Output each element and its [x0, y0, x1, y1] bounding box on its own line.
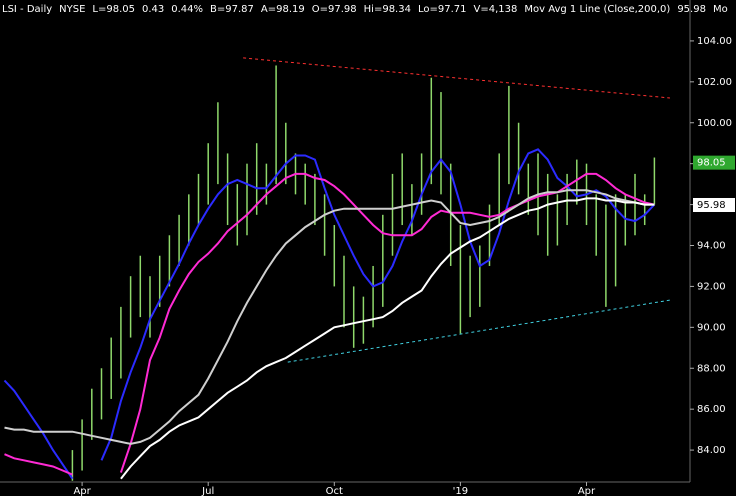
- y-tick-label: 104.00: [697, 36, 732, 47]
- header-item: V=4,138: [474, 4, 518, 15]
- header-item: Mo: [713, 4, 728, 15]
- header-item: O=97.98: [312, 4, 357, 15]
- header-item: A=98.19: [261, 4, 305, 15]
- last-price-box: [693, 155, 735, 170]
- plot-area: [3, 57, 671, 481]
- header: LSI - Daily NYSE L=98.05 0.43 0.44% B=97.87 A=…: [2, 4, 728, 15]
- header-item: Lo=97.71: [418, 4, 467, 15]
- y-tick-label: 102.00: [697, 77, 732, 88]
- moving-average: [4, 189, 655, 445]
- x-tick-label: Apr: [73, 486, 91, 496]
- last-price-label: 98.05: [697, 158, 726, 169]
- y-tick-label: 84.00: [697, 445, 726, 456]
- x-tick-label: Oct: [326, 486, 343, 496]
- y-tick-label: 90.00: [697, 322, 726, 333]
- header-item: Hi=98.34: [364, 4, 411, 15]
- header-item: 0.44%: [171, 4, 203, 15]
- y-tick-label: 94.00: [697, 241, 726, 252]
- moving-average: [120, 197, 655, 480]
- y-tick-label: 100.00: [697, 118, 732, 129]
- y-tick-label: 86.00: [697, 404, 726, 415]
- axes: 84.0086.0088.0090.0092.0094.0096.0098.00…: [73, 36, 735, 496]
- header-item: L=98.05: [92, 4, 135, 15]
- ma-box: [693, 197, 735, 212]
- y-tick-label: 92.00: [697, 281, 726, 292]
- y-tick-label: 88.00: [697, 363, 726, 374]
- ma-label: 95.98: [697, 200, 726, 211]
- x-tick-label: Jul: [201, 486, 214, 496]
- x-tick-label: '19: [453, 486, 468, 496]
- header-item: LSI - Daily: [2, 4, 52, 15]
- trendline: [287, 299, 671, 363]
- header-item: 95.98: [677, 4, 706, 15]
- header-item: B=97.87: [210, 4, 254, 15]
- x-tick-label: Apr: [578, 486, 596, 496]
- moving-average: [4, 172, 655, 476]
- header-item: NYSE: [59, 4, 85, 15]
- header-item: 0.43: [142, 4, 164, 15]
- moving-average: [3, 148, 656, 480]
- header-item: Mov Avg 1 Line (Close,200,0): [524, 4, 670, 15]
